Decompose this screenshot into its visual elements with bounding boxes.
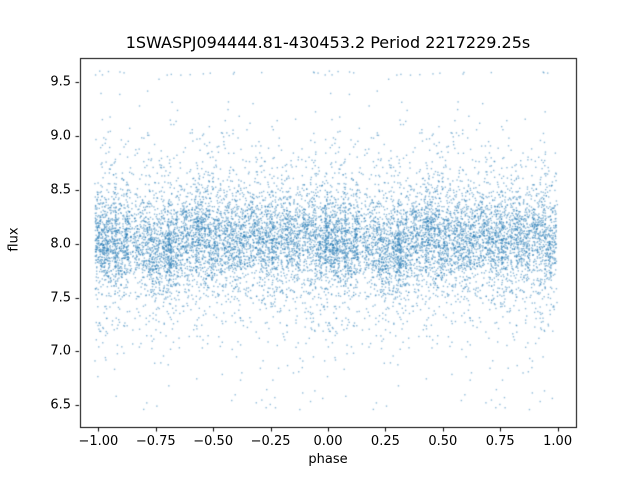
x-tick-label: 0.75 <box>485 434 515 449</box>
x-tick-label: −0.75 <box>135 434 176 449</box>
y-tick-label: 9.5 <box>50 74 71 90</box>
x-tick-label: 1.00 <box>543 434 573 449</box>
y-tick-label: 8.0 <box>50 236 71 252</box>
y-tick-label: 6.5 <box>50 397 71 413</box>
y-tick-label: 9.0 <box>50 128 71 144</box>
x-tick-label: −1.00 <box>78 434 119 449</box>
x-tick-label: −0.50 <box>193 434 234 449</box>
chart-title: 1SWASPJ094444.81-430453.2 Period 2217229… <box>125 33 531 52</box>
x-tick-label: 0.00 <box>313 434 343 449</box>
y-tick-label: 8.5 <box>50 182 71 198</box>
y-tick-label: 7.0 <box>50 343 71 359</box>
y-tick-label: 7.5 <box>50 290 71 306</box>
x-axis-label: phase <box>308 452 348 467</box>
x-tick-label: −0.25 <box>250 434 291 449</box>
y-axis-label: flux <box>6 227 22 252</box>
x-tick-label: 0.50 <box>428 434 458 449</box>
x-tick-label: 0.25 <box>370 434 400 449</box>
